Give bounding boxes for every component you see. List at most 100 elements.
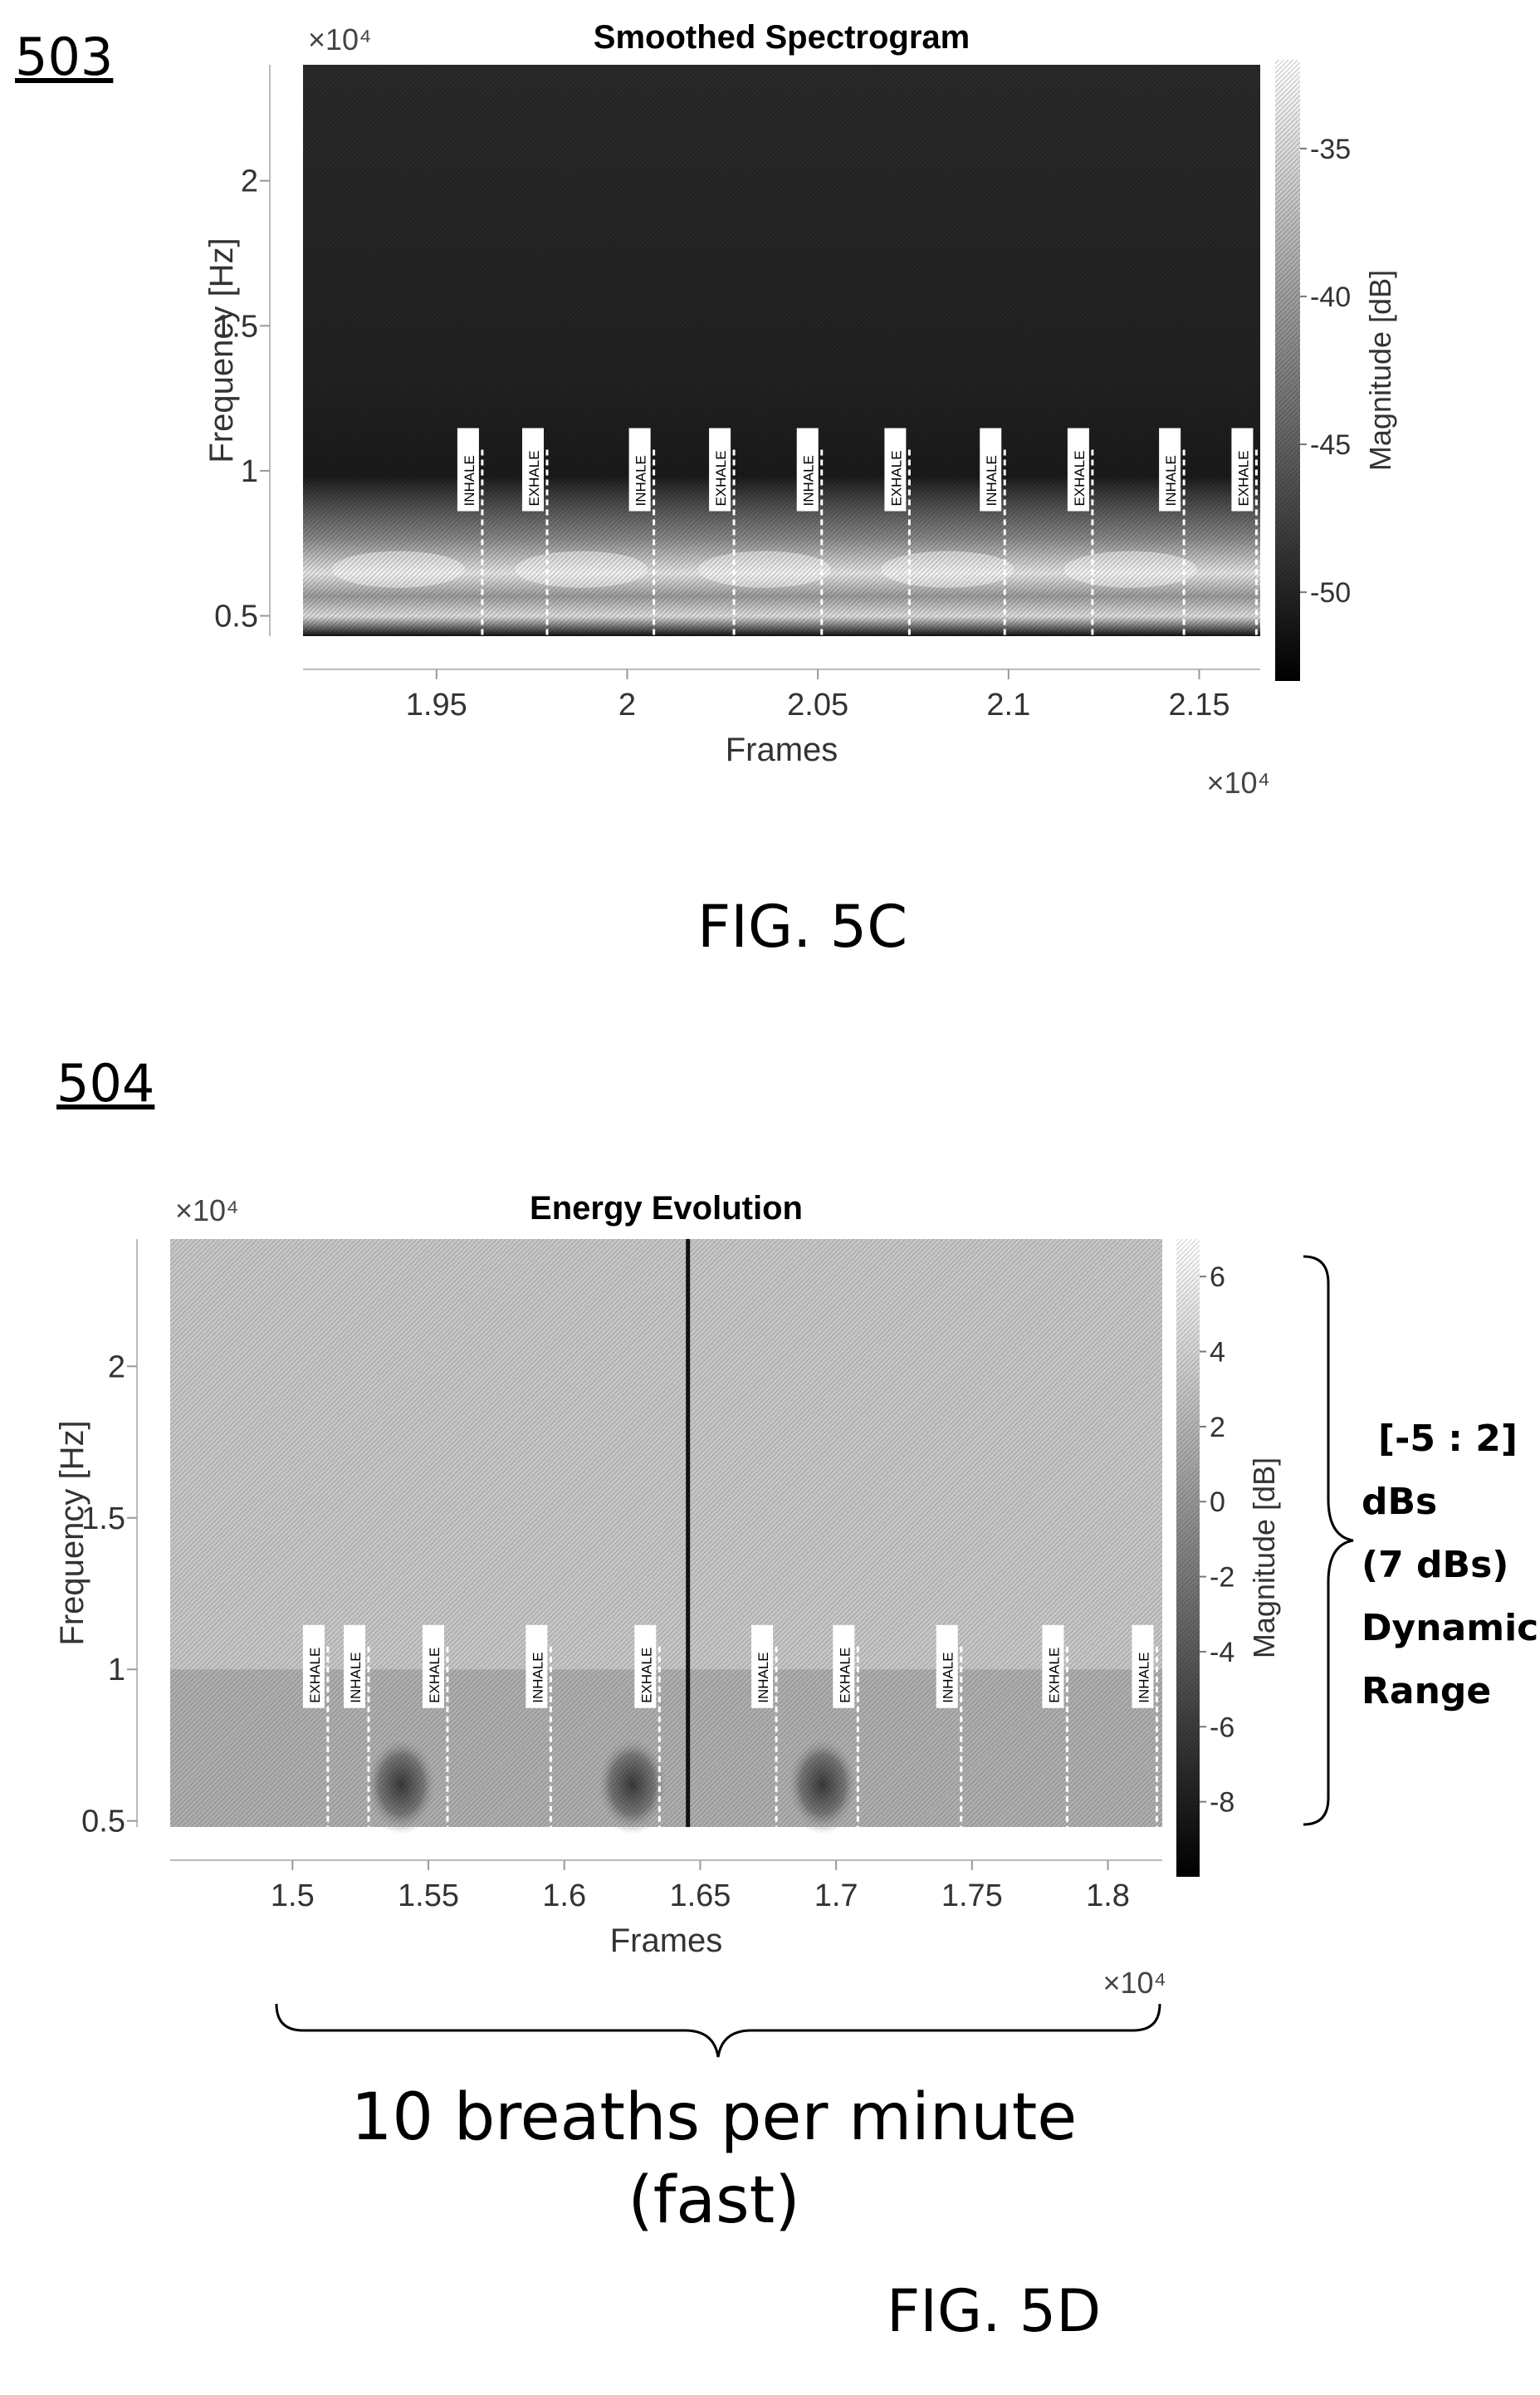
y-tick-label-1: 0.5: [81, 1805, 125, 1839]
figure-d-caption: FIG. 5D: [887, 2277, 1102, 2345]
colorbar-label: Magnitude [dB]: [1247, 1457, 1281, 1658]
annotation-label-8: INHALE: [941, 1652, 956, 1702]
dynamic-range-line-3: (7 dBs): [1362, 1544, 1509, 1586]
annotation-label-7: EXHALE: [837, 1648, 853, 1703]
energy-evolution-chart: Energy Evolution ×10⁴ EXHALE INHALE EXHALE IN…: [54, 1190, 1281, 2000]
heatmap-texture: [303, 65, 1260, 636]
x-tick-label-3: 1.6: [542, 1878, 586, 1913]
breaths-note: 10 breaths per minute (fast): [299, 2076, 1129, 2242]
annotation-label-1: EXHALE: [307, 1648, 323, 1703]
x-tick-label-3: 2.05: [787, 688, 848, 722]
colorbar-tick-label-4: -50: [1310, 577, 1351, 609]
breaths-brace: [275, 2003, 1161, 2058]
colorbar-tick-label-7: -6: [1210, 1712, 1234, 1743]
x-tick-label-4: 1.65: [669, 1878, 731, 1913]
annotation-label-5: EXHALE: [638, 1648, 654, 1703]
colorbar-tick-label-5: -2: [1210, 1562, 1234, 1594]
annotation-box-7: [833, 1624, 855, 1708]
annotation-label-4: INHALE: [530, 1652, 545, 1702]
annotation-box-1: [457, 428, 479, 512]
colorbar-tick-label-6: -4: [1210, 1637, 1234, 1668]
x-axis-multiplier: ×10⁴: [1102, 1966, 1166, 2000]
smoothed-spectrogram-chart: Smoothed Spectrogram ×10⁴ INHALE EXHALE INHA…: [203, 19, 1397, 800]
x-tick-label-2: 1.55: [398, 1878, 459, 1913]
dynamic-range-line-1: [-5 : 2]: [1378, 1418, 1518, 1460]
x-tick-label-2: 2: [618, 688, 636, 722]
y-axis-label: Frequency [Hz]: [203, 238, 240, 463]
colorbar-label: Magnitude [dB]: [1363, 270, 1397, 471]
colorbar-tick-label-1: 6: [1210, 1261, 1225, 1293]
x-tick-label-1: 1.95: [406, 688, 467, 722]
annotation-box-10: [1132, 1624, 1154, 1708]
breaths-speed-text: (fast): [628, 2163, 800, 2238]
y-axis-multiplier: ×10⁴: [308, 22, 372, 56]
y-tick-label-3: 1.5: [81, 1501, 125, 1536]
annotation-label-2: EXHALE: [526, 450, 542, 506]
annotation-box-3: [628, 428, 651, 512]
colorbar-tick-label-4: 0: [1210, 1486, 1225, 1518]
annotation-label-3: INHALE: [633, 455, 649, 506]
y-axis-label: Frequency [Hz]: [54, 1420, 90, 1645]
dynamic-range-note: [-5 : 2] dBs (7 dBs) Dynamic Range: [1362, 1408, 1538, 1723]
breaths-rate-text: 10 breaths per minute: [350, 2080, 1078, 2155]
colorbar-texture: [1176, 1239, 1200, 1877]
x-axis-label: Frames: [610, 1922, 723, 1959]
annotation-box-8: [936, 1624, 958, 1708]
x-axis-multiplier: ×10⁴: [1206, 766, 1270, 800]
figure-d-reference-label: 504: [56, 1053, 155, 1114]
annotation-box-6: [884, 428, 907, 512]
dynamic-range-line-5: Range: [1362, 1670, 1492, 1712]
x-tick-label-7: 1.8: [1086, 1878, 1130, 1913]
x-tick-label-6: 1.75: [941, 1878, 1003, 1913]
annotation-label-8: EXHALE: [1072, 450, 1088, 506]
annotation-label-2: INHALE: [348, 1652, 364, 1702]
annotation-label-9: INHALE: [1163, 455, 1179, 506]
colorbar-texture: [1275, 60, 1300, 681]
annotation-box-5: [634, 1624, 657, 1708]
x-tick-label-5: 1.7: [814, 1878, 858, 1913]
annotation-label-7: INHALE: [984, 455, 1000, 506]
annotation-label-10: INHALE: [1136, 1652, 1151, 1702]
annotation-box-6: [751, 1624, 774, 1708]
annotation-label-10: EXHALE: [1235, 450, 1251, 506]
y-tick-label-2: 1: [241, 454, 258, 489]
colorbar-tick-label-2: -40: [1310, 282, 1351, 313]
annotation-box-1: [302, 1624, 325, 1708]
annotation-label-9: EXHALE: [1046, 1648, 1062, 1703]
annotation-box-9: [1042, 1624, 1064, 1708]
annotation-box-4: [709, 428, 731, 512]
annotation-label-6: INHALE: [755, 1652, 771, 1702]
y-tick-label-4: 2: [241, 164, 258, 199]
dynamic-range-line-2: dBs: [1362, 1481, 1438, 1523]
annotation-box-4: [526, 1624, 548, 1708]
figure-c-caption: FIG. 5C: [697, 893, 908, 961]
y-tick-label-4: 2: [108, 1349, 125, 1384]
colorbar-tick-label-1: -35: [1310, 134, 1351, 165]
y-axis-multiplier: ×10⁴: [175, 1193, 239, 1227]
annotation-label-5: INHALE: [801, 455, 817, 506]
x-tick-label-4: 2.1: [986, 688, 1030, 722]
x-tick-label-1: 1.5: [271, 1878, 315, 1913]
chart-title: Energy Evolution: [530, 1190, 803, 1227]
colorbar-tick-label-3: -45: [1310, 429, 1351, 461]
heatmap-texture: [170, 1239, 1162, 1827]
y-tick-label-3: 1.5: [214, 309, 258, 344]
annotation-label-1: INHALE: [462, 455, 477, 506]
annotation-box-8: [1067, 428, 1089, 512]
annotation-box-10: [1231, 428, 1254, 512]
x-axis-label: Frames: [726, 732, 838, 768]
y-tick-label-2: 1: [108, 1653, 125, 1687]
figure-c-reference-label: 503: [15, 27, 114, 87]
annotation-box-3: [422, 1624, 444, 1708]
colorbar-tick-label-3: 2: [1210, 1412, 1225, 1443]
x-tick-label-5: 2.15: [1169, 688, 1230, 722]
chart-title: Smoothed Spectrogram: [594, 19, 970, 56]
annotation-box-9: [1159, 428, 1181, 512]
annotation-box-2: [521, 428, 544, 512]
dynamic-range-brace: [1303, 1255, 1354, 1826]
annotation-label-3: EXHALE: [427, 1648, 442, 1703]
dynamic-range-line-4: Dynamic: [1362, 1607, 1539, 1649]
annotation-label-6: EXHALE: [888, 450, 904, 506]
annotation-label-4: EXHALE: [713, 450, 729, 506]
annotation-box-2: [344, 1624, 365, 1708]
